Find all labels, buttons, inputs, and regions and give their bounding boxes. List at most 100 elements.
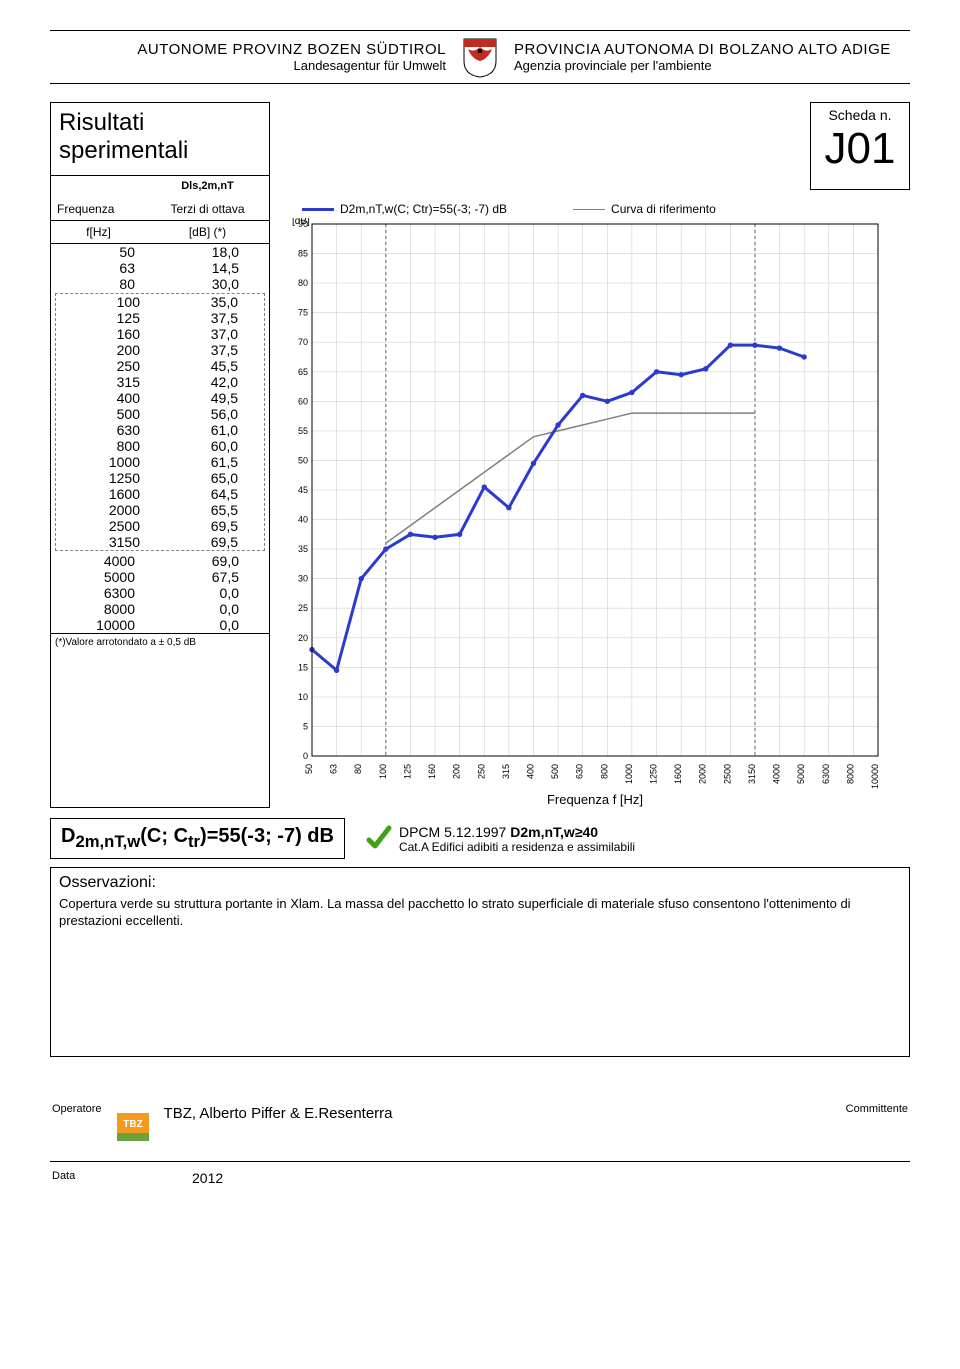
freq-cell: 200 [56, 342, 152, 358]
table-footnote: (*)Valore arrotondato a ± 0,5 dB [51, 633, 269, 651]
tbz-logo-icon: TBZ [112, 1103, 154, 1145]
svg-text:5000: 5000 [796, 764, 806, 784]
svg-text:80: 80 [298, 278, 308, 288]
table-row: 500067,5 [51, 569, 269, 585]
head-db-unit: [dB] (*) [146, 221, 269, 243]
footer: Operatore TBZ TBZ, Alberto Piffer & E.Re… [50, 1087, 910, 1162]
chart-legend: D2m,nT,w(C; Ctr)=55(-3; -7) dB Curva di … [302, 202, 910, 216]
check-line1-bold: D2m,nT,w≥40 [510, 824, 598, 840]
val-cell: 37,0 [152, 326, 264, 342]
obs-body: Copertura verde su struttura portante in… [59, 896, 901, 930]
svg-text:5: 5 [303, 721, 308, 731]
svg-text:Frequenza f [Hz]: Frequenza f [Hz] [547, 792, 643, 807]
val-cell: 61,0 [152, 422, 264, 438]
svg-text:85: 85 [298, 249, 308, 259]
freq-cell: 5000 [51, 569, 151, 585]
freq-cell: 250 [56, 358, 152, 374]
freq-cell: 125 [56, 310, 152, 326]
table-row: 25045,5 [56, 358, 264, 374]
val-cell: 64,5 [152, 486, 264, 502]
val-cell: 69,5 [152, 518, 264, 534]
svg-text:1250: 1250 [649, 764, 659, 784]
svg-text:125: 125 [402, 764, 412, 779]
table-row: 8030,0 [51, 276, 269, 292]
freq-cell: 2000 [56, 502, 152, 518]
svg-text:30: 30 [298, 574, 308, 584]
table-row: 31542,0 [56, 374, 264, 390]
header-banner: AUTONOME PROVINZ BOZEN SÜDTIROL Landesag… [50, 30, 910, 84]
operatore-value: TBZ, Alberto Piffer & E.Resenterra [164, 1105, 393, 1122]
chart-svg: 0510152025303540455055606570758085905063… [276, 218, 886, 808]
val-cell: 0,0 [151, 601, 269, 617]
freq-cell: 1250 [56, 470, 152, 486]
val-cell: 30,0 [151, 276, 269, 292]
val-cell: 56,0 [152, 406, 264, 422]
chart: 0510152025303540455055606570758085905063… [276, 218, 910, 808]
table-row: 80000,0 [51, 601, 269, 617]
header-left-line2: Landesagentur für Umwelt [50, 58, 446, 73]
svg-text:160: 160 [427, 764, 437, 779]
svg-text:45: 45 [298, 485, 308, 495]
observations-box: Osservazioni: Copertura verde su struttu… [50, 867, 910, 1057]
legend-blue-label: D2m,nT,w(C; Ctr)=55(-3; -7) dB [340, 202, 507, 216]
table-row: 6314,5 [51, 260, 269, 276]
data-label: Data [52, 1170, 114, 1186]
val-cell: 67,5 [151, 569, 269, 585]
legend-gray-swatch [573, 209, 605, 210]
svg-text:20: 20 [298, 633, 308, 643]
svg-text:2000: 2000 [698, 764, 708, 784]
page-title: Risultati sperimentali [59, 109, 261, 165]
svg-text:200: 200 [452, 764, 462, 779]
svg-text:15: 15 [298, 662, 308, 672]
table-row: 200065,5 [56, 502, 264, 518]
header-left: AUTONOME PROVINZ BOZEN SÜDTIROL Landesag… [50, 41, 458, 73]
right-column: Scheda n. J01 D2m,nT,w(C; Ctr)=55(-3; -7… [276, 102, 910, 808]
svg-text:TBZ: TBZ [123, 1119, 142, 1130]
table-row: 125065,0 [56, 470, 264, 486]
table-row: 100000,0 [51, 617, 269, 633]
head-dls: Dls,2m,nT [146, 176, 269, 198]
header-left-line1: AUTONOME PROVINZ BOZEN SÜDTIROL [50, 41, 446, 58]
freq-cell: 3150 [56, 534, 152, 550]
header-right-line2: Agenzia provinciale per l'ambiente [514, 58, 910, 73]
operatore-label: Operatore [52, 1103, 102, 1115]
svg-text:25: 25 [298, 603, 308, 613]
svg-text:70: 70 [298, 337, 308, 347]
svg-text:400: 400 [525, 764, 535, 779]
freq-cell: 1600 [56, 486, 152, 502]
committente-label: Committente [846, 1103, 908, 1115]
table-row: 10035,0 [56, 294, 264, 310]
svg-text:10: 10 [298, 692, 308, 702]
scheda-box: Scheda n. J01 [810, 102, 910, 190]
check-line2: Cat.A Edifici adibiti a residenza e assi… [399, 840, 635, 854]
svg-text:75: 75 [298, 308, 308, 318]
val-cell: 45,5 [152, 358, 264, 374]
svg-text:800: 800 [599, 764, 609, 779]
check-column: DPCM 5.12.1997 D2m,nT,w≥40 Cat.A Edifici… [365, 824, 635, 854]
svg-text:1600: 1600 [673, 764, 683, 784]
check-line1-pre: DPCM 5.12.1997 [399, 824, 510, 840]
data-value: 2012 [192, 1170, 223, 1186]
svg-text:630: 630 [575, 764, 585, 779]
svg-text:50: 50 [304, 764, 314, 774]
footer-left: Operatore TBZ TBZ, Alberto Piffer & E.Re… [52, 1103, 393, 1145]
val-cell: 35,0 [152, 294, 264, 310]
val-cell: 37,5 [152, 342, 264, 358]
freq-cell: 6300 [51, 585, 151, 601]
table-row: 250069,5 [56, 518, 264, 534]
obs-title: Osservazioni: [59, 874, 901, 892]
svg-text:40: 40 [298, 515, 308, 525]
table-row: 63000,0 [51, 585, 269, 601]
table-row: 315069,5 [56, 534, 264, 550]
svg-text:10000: 10000 [870, 764, 880, 789]
svg-text:8000: 8000 [845, 764, 855, 784]
freq-cell: 8000 [51, 601, 151, 617]
freq-cell: 160 [56, 326, 152, 342]
freq-cell: 80 [51, 276, 151, 292]
svg-text:4000: 4000 [772, 764, 782, 784]
header-right: PROVINCIA AUTONOMA DI BOLZANO ALTO ADIGE… [502, 41, 910, 73]
val-cell: 65,0 [152, 470, 264, 486]
data-table: 5018,06314,58030,0 10035,012537,516037,0… [51, 244, 269, 633]
svg-text:0: 0 [303, 751, 308, 761]
freq-cell: 1000 [56, 454, 152, 470]
